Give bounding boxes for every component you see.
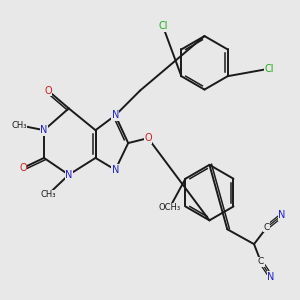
Text: O: O — [44, 85, 52, 96]
Text: N: N — [278, 210, 286, 220]
Text: N: N — [40, 125, 48, 135]
Text: N: N — [267, 272, 274, 282]
Text: OCH₃: OCH₃ — [159, 203, 181, 212]
Text: O: O — [144, 133, 152, 143]
Text: O: O — [20, 163, 27, 173]
Text: C: C — [264, 223, 270, 232]
Text: Cl: Cl — [158, 21, 168, 31]
Text: CH₃: CH₃ — [11, 121, 27, 130]
Text: Cl: Cl — [264, 64, 274, 74]
Text: N: N — [112, 165, 119, 175]
Text: CH₃: CH₃ — [40, 190, 56, 199]
Text: C: C — [258, 257, 264, 266]
Text: N: N — [112, 110, 119, 120]
Text: N: N — [65, 170, 72, 180]
